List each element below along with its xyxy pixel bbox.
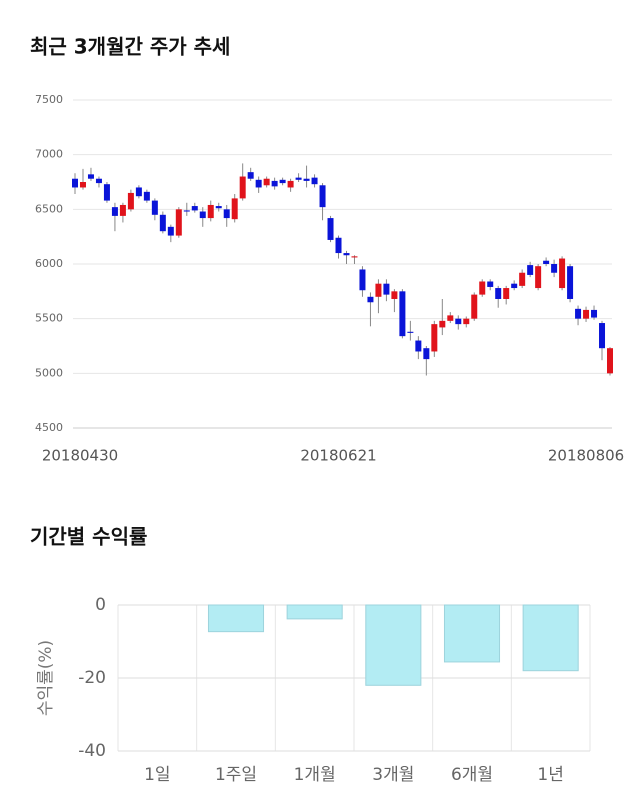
candle-body (343, 253, 350, 256)
candle-body (191, 206, 198, 211)
x-tick-label: 20180806 (548, 447, 624, 465)
candle-body (263, 178, 270, 186)
candle-body (175, 209, 182, 236)
y-tick-label: -20 (78, 668, 106, 688)
candle-body (575, 308, 582, 319)
candle-body (479, 281, 486, 295)
candle-body (311, 177, 318, 185)
candle-body (375, 283, 382, 297)
candle-body (559, 258, 566, 289)
chart-title: 기간별 수익률 (30, 525, 147, 549)
candle-body (399, 291, 406, 337)
candle-body (527, 265, 534, 275)
x-tick-label: 1개월 (294, 765, 336, 785)
candle-body (239, 176, 246, 199)
candle-body (391, 291, 398, 299)
candle-body (503, 288, 510, 299)
candle-body (543, 260, 550, 264)
bar (365, 604, 422, 686)
bar (443, 604, 501, 663)
y-tick-label: 6000 (35, 257, 63, 270)
candle-body (199, 211, 206, 219)
y-tick-label: 7500 (35, 93, 63, 106)
candle-body (87, 174, 94, 179)
chart-title: 최근 3개월간 주가 추세 (30, 35, 230, 59)
candle-body (319, 185, 326, 208)
candle-body (271, 180, 278, 187)
x-tick-label: 1년 (537, 765, 563, 785)
candle-body (383, 283, 390, 295)
candle-body (535, 266, 542, 289)
candle-body (567, 266, 574, 299)
x-tick-label: 6개월 (451, 765, 493, 785)
y-tick-label: 4500 (35, 421, 63, 434)
candle-body (135, 187, 142, 197)
candle-body (119, 204, 126, 216)
candle-body (591, 309, 598, 318)
y-tick-label: 0 (95, 595, 106, 615)
candle-body (359, 269, 366, 291)
candle-body (159, 214, 166, 232)
y-tick-label: 5500 (35, 312, 63, 325)
candle-body (295, 177, 302, 180)
x-tick-label: 3개월 (372, 765, 414, 785)
x-tick-label: 1일 (144, 765, 170, 785)
candle-body (167, 226, 174, 236)
candle-body (599, 323, 606, 349)
candle-body (335, 237, 342, 254)
x-tick-label: 20180430 (42, 447, 118, 465)
candle-body (487, 281, 494, 287)
candle-body (72, 178, 78, 188)
y-tick-label: 7000 (35, 148, 63, 161)
candle-body (351, 256, 358, 258)
y-tick-label: 6500 (35, 202, 63, 215)
candle-body (303, 178, 310, 181)
candle-body (455, 318, 462, 325)
candle-body (407, 331, 414, 333)
candle-body (327, 218, 334, 240)
candle-body (607, 348, 613, 374)
candle-body (423, 348, 430, 360)
candle-body (439, 320, 446, 328)
candle-body (583, 309, 590, 319)
candle-body (183, 210, 190, 212)
y-tick-label: -40 (78, 741, 106, 761)
candle-body (215, 206, 222, 209)
candle-body (231, 198, 238, 220)
candle-body (463, 318, 470, 325)
candle-body (127, 192, 134, 210)
candle-body (495, 288, 502, 299)
candle-body (103, 184, 110, 201)
candle-body (287, 180, 294, 188)
candle-body (279, 179, 286, 184)
candle-body (111, 207, 118, 216)
candle-body (255, 179, 262, 188)
candle-body (551, 264, 558, 273)
x-tick-label: 20180621 (300, 447, 376, 465)
candle-body (415, 340, 422, 352)
x-tick-label: 1주일 (215, 765, 257, 785)
bar (286, 604, 343, 620)
candle-body (223, 209, 230, 219)
candle-body (95, 178, 102, 184)
candle-body (431, 324, 438, 352)
candle-body (207, 204, 214, 219)
candle-body (519, 272, 526, 286)
candle-body (143, 191, 150, 201)
candle-body (247, 172, 254, 179)
candle-body (471, 294, 478, 319)
candle-body (151, 200, 158, 215)
candle-body (511, 283, 518, 289)
y-axis-label: 수익률(%) (36, 640, 56, 716)
bar (207, 604, 265, 633)
candle-body (447, 315, 454, 321)
bar (522, 604, 579, 672)
candle-body (367, 296, 374, 303)
y-tick-label: 5000 (35, 366, 63, 379)
candle-body (79, 182, 86, 188)
